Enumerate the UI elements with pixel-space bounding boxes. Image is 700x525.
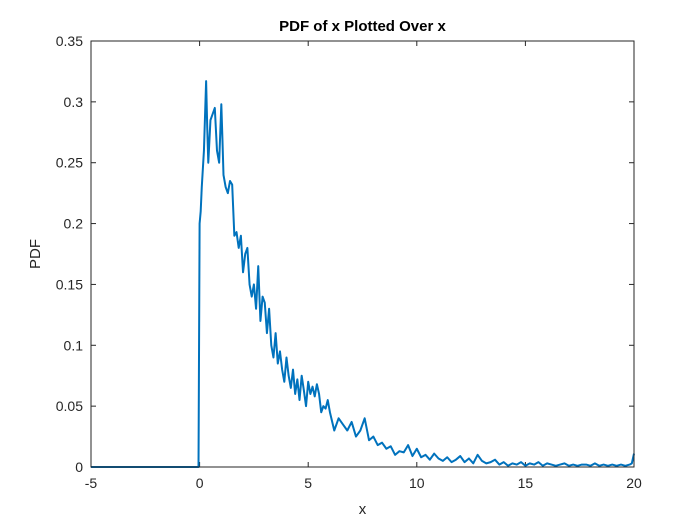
x-tick-label: 0 — [196, 475, 204, 491]
y-tick-label: 0.25 — [56, 155, 83, 171]
axes-box — [90, 40, 635, 468]
y-axis-label: PDF — [27, 239, 44, 269]
y-tick-label: 0.2 — [64, 216, 84, 232]
x-tick-label: -5 — [85, 475, 98, 491]
y-tick-label: 0.05 — [56, 398, 83, 414]
x-tick-label: 10 — [409, 475, 425, 491]
y-tick-labels: 0 0.05 0.1 0.15 0.2 0.25 0.3 0.35 — [56, 33, 83, 475]
x-tick-label: 15 — [518, 475, 534, 491]
y-tick-label: 0.3 — [64, 94, 84, 110]
y-tick-label: 0.1 — [64, 337, 84, 353]
plot-area — [91, 41, 634, 467]
y-tick-label: 0.35 — [56, 33, 83, 49]
x-tick-label: 20 — [626, 475, 642, 491]
x-tick-label: 5 — [304, 475, 312, 491]
x-tick-labels: -5 0 5 10 15 20 — [85, 475, 642, 491]
x-axis-label: x — [359, 501, 367, 518]
chart-title: PDF of x Plotted Over x — [279, 18, 446, 35]
y-tick-label: 0 — [75, 459, 83, 475]
y-tick-label: 0.15 — [56, 276, 83, 292]
pdf-line — [91, 80, 635, 468]
